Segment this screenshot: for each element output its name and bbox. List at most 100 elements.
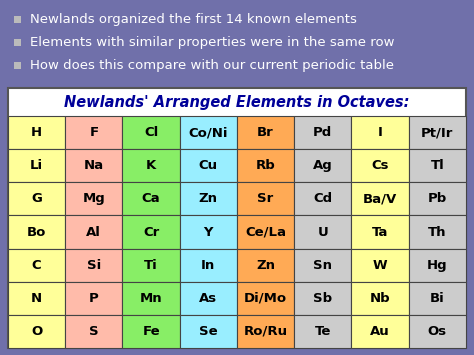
Text: Rb: Rb [256, 159, 275, 172]
Bar [237, 248, 294, 282]
Bar [8, 315, 65, 348]
Text: Ag: Ag [313, 159, 333, 172]
Text: Sb: Sb [313, 292, 332, 305]
Text: Newlands' Arranged Elements in Octaves:: Newlands' Arranged Elements in Octaves: [64, 94, 410, 109]
Bar [65, 116, 122, 149]
Bar [122, 182, 180, 215]
Bar [180, 116, 237, 149]
Text: Te: Te [315, 325, 331, 338]
Text: How does this compare with our current periodic table: How does this compare with our current p… [30, 59, 394, 72]
Text: Sr: Sr [257, 192, 274, 205]
Text: Di/Mo: Di/Mo [244, 292, 287, 305]
Bar [352, 116, 409, 149]
Text: Bo: Bo [27, 225, 46, 239]
Text: Bi: Bi [430, 292, 445, 305]
Text: Sn: Sn [313, 259, 332, 272]
Text: Pb: Pb [428, 192, 447, 205]
Text: Hg: Hg [427, 259, 447, 272]
Bar [122, 116, 180, 149]
Text: Cu: Cu [199, 159, 218, 172]
Bar [65, 182, 122, 215]
Bar [409, 215, 466, 248]
Text: Al: Al [86, 225, 101, 239]
Text: Si: Si [87, 259, 101, 272]
Bar [122, 315, 180, 348]
Bar [237, 182, 294, 215]
Bar [8, 116, 65, 149]
Text: N: N [31, 292, 42, 305]
Text: U: U [318, 225, 328, 239]
Text: Br: Br [257, 126, 274, 139]
Text: Cs: Cs [371, 159, 389, 172]
Text: Zn: Zn [256, 259, 275, 272]
Bar [8, 149, 65, 182]
Text: K: K [146, 159, 156, 172]
Text: Newlands organized the first 14 known elements: Newlands organized the first 14 known el… [30, 13, 357, 26]
Bar [14, 16, 21, 23]
Text: Y: Y [204, 225, 213, 239]
Bar [352, 149, 409, 182]
Text: Mn: Mn [140, 292, 163, 305]
Bar [237, 116, 294, 149]
Bar [14, 39, 21, 46]
Text: Zn: Zn [199, 192, 218, 205]
Text: W: W [373, 259, 387, 272]
Bar [14, 62, 21, 69]
Text: Ta: Ta [372, 225, 388, 239]
Bar [180, 149, 237, 182]
Bar [65, 149, 122, 182]
Bar [409, 182, 466, 215]
Bar [180, 282, 237, 315]
Bar [8, 215, 65, 248]
Text: Fe: Fe [142, 325, 160, 338]
Bar [180, 182, 237, 215]
Text: Elements with similar properties were in the same row: Elements with similar properties were in… [30, 36, 394, 49]
Bar [294, 315, 352, 348]
Text: Cl: Cl [144, 126, 158, 139]
Text: Ro/Ru: Ro/Ru [244, 325, 288, 338]
Text: O: O [31, 325, 42, 338]
Text: Mg: Mg [82, 192, 105, 205]
Bar [180, 248, 237, 282]
Text: Co/Ni: Co/Ni [189, 126, 228, 139]
Bar [352, 248, 409, 282]
Text: H: H [31, 126, 42, 139]
Text: Nb: Nb [370, 292, 391, 305]
Bar [8, 88, 466, 348]
Bar [122, 215, 180, 248]
Bar [65, 248, 122, 282]
Text: Th: Th [428, 225, 447, 239]
Text: As: As [199, 292, 218, 305]
Text: Pt/Ir: Pt/Ir [421, 126, 454, 139]
Text: Pd: Pd [313, 126, 332, 139]
Bar [8, 182, 65, 215]
Text: F: F [89, 126, 99, 139]
Bar [237, 215, 294, 248]
Text: G: G [31, 192, 42, 205]
Bar [409, 116, 466, 149]
Text: P: P [89, 292, 99, 305]
Bar [352, 182, 409, 215]
Text: Ca: Ca [142, 192, 160, 205]
Text: Na: Na [84, 159, 104, 172]
Bar [352, 282, 409, 315]
Bar [180, 315, 237, 348]
Text: Ti: Ti [144, 259, 158, 272]
Bar [294, 248, 352, 282]
Text: C: C [32, 259, 41, 272]
Text: Li: Li [30, 159, 43, 172]
Bar [8, 282, 65, 315]
Text: S: S [89, 325, 99, 338]
Bar [237, 282, 294, 315]
Bar [294, 116, 352, 149]
Text: Tl: Tl [430, 159, 444, 172]
Bar [294, 215, 352, 248]
Bar [122, 248, 180, 282]
Bar [180, 215, 237, 248]
Bar [409, 248, 466, 282]
Bar [65, 215, 122, 248]
Bar [294, 282, 352, 315]
Bar [65, 315, 122, 348]
Text: Se: Se [199, 325, 218, 338]
Bar [294, 182, 352, 215]
